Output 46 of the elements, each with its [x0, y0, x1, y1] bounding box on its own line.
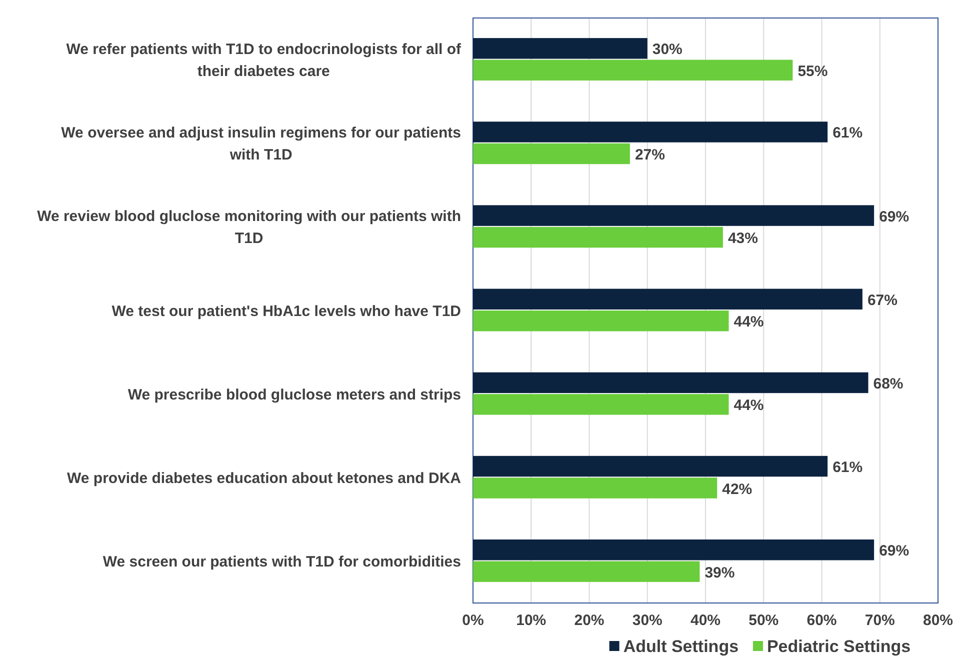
data-label: 55%: [798, 62, 828, 80]
x-tick-label: 0%: [462, 612, 484, 629]
legend-label: Adult Settings: [623, 636, 739, 656]
x-tick-label: 80%: [922, 612, 954, 629]
data-label: 30%: [652, 41, 682, 58]
data-label: 44%: [734, 397, 764, 414]
bar: [473, 478, 718, 498]
x-tick-label: 70%: [864, 612, 895, 629]
data-label: 43%: [728, 230, 758, 248]
data-label: 44%: [734, 314, 764, 331]
y-tick-label: We screen our patients with T1D for comorbidities: [102, 553, 462, 570]
bar: [473, 143, 630, 164]
x-tick-label: 60%: [806, 612, 837, 629]
bar: [473, 205, 874, 226]
bar: [473, 394, 729, 415]
y-tick-label: We review blood gluclose monitoring with our patients with T1D: [37, 208, 462, 248]
bar: [473, 122, 828, 142]
bar: [473, 456, 828, 477]
data-label: 61%: [832, 124, 863, 142]
y-tick-label: We prescribe blood gluclose meters and strips: [128, 386, 462, 404]
bar: [473, 288, 862, 310]
y-tick-label: We provide diabetes education about ketones and DKA: [67, 470, 462, 487]
x-tick-label: 50%: [748, 612, 779, 629]
y-tick-label: We refer patients with T1D to endocrinologists for all of their diabetes care: [66, 41, 462, 80]
data-label: 39%: [704, 564, 735, 582]
bar: [473, 310, 729, 332]
y-tick-label: We test our patient's HbA1c levels who have T1D: [112, 302, 462, 320]
data-label: 61%: [832, 459, 863, 476]
data-label: 67%: [867, 292, 898, 309]
data-label: 69%: [879, 208, 910, 226]
data-label: 42%: [722, 480, 752, 498]
bar: [473, 372, 868, 394]
legend-label: Pediatric Settings: [766, 636, 911, 656]
bar: [473, 561, 700, 582]
x-tick-label: 20%: [574, 612, 604, 629]
bar: [473, 38, 648, 59]
y-tick-label: We oversee and adjust insulin regimens for our patients with T1D: [61, 124, 462, 164]
bar: [473, 226, 723, 248]
bar: [473, 539, 874, 560]
x-tick-label: 30%: [632, 612, 662, 629]
data-label: 27%: [634, 146, 665, 164]
data-label: 69%: [879, 542, 910, 560]
x-tick-label: 40%: [690, 612, 721, 629]
bar: [473, 60, 793, 81]
data-label: 68%: [873, 375, 904, 392]
x-tick-label: 10%: [516, 612, 546, 629]
